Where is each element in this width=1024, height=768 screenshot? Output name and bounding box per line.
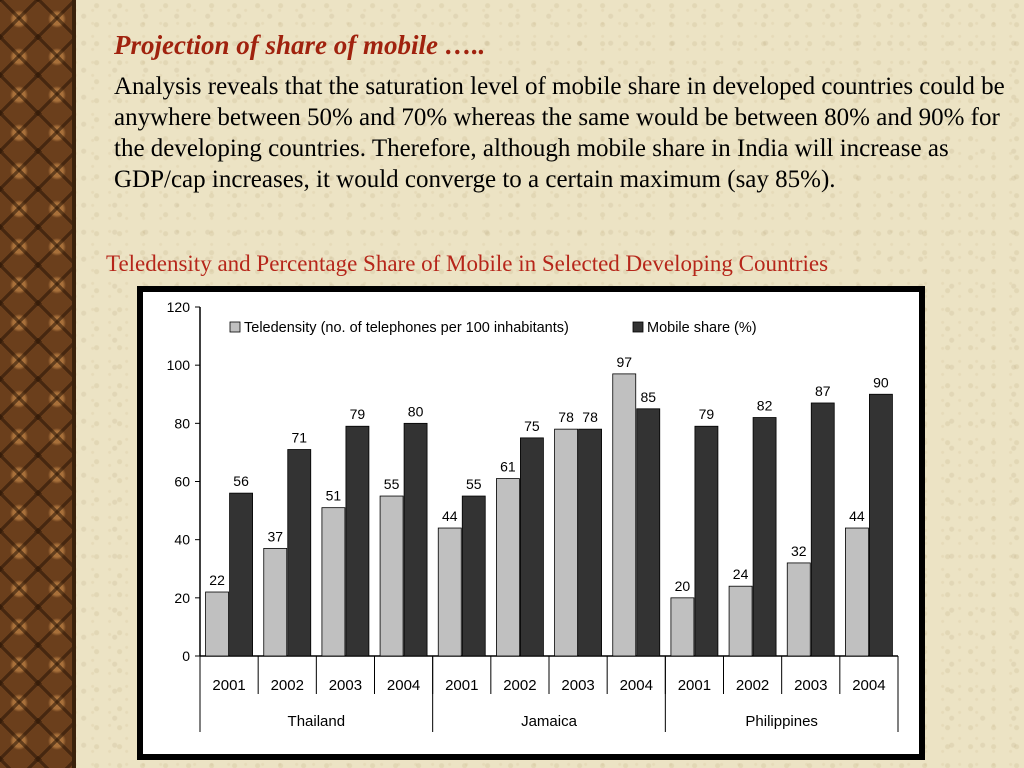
bar-value-label: 79 (699, 406, 715, 422)
x-tick-label: 2002 (736, 677, 769, 694)
y-tick-label: 100 (167, 357, 191, 373)
legend-label: Teledensity (no. of telephones per 100 i… (244, 320, 569, 336)
bar-value-label: 82 (757, 398, 773, 414)
bar (229, 492, 253, 657)
chart-frame: 0 20 40 60 80 100 120 2001 2002 2003 2004 2001 2002 2… (137, 286, 925, 760)
bar-value-label: 22 (209, 572, 225, 588)
bar (752, 417, 777, 657)
bar-value-label: 61 (500, 459, 516, 475)
y-tick-label: 120 (167, 299, 191, 315)
bar (728, 585, 753, 657)
bar-value-label: 20 (675, 578, 691, 594)
bar-value-label: 32 (791, 543, 807, 559)
legend-label: Mobile share (%) (647, 320, 757, 336)
bar (636, 408, 661, 657)
x-tick-label: 2003 (794, 677, 827, 694)
bar (786, 562, 811, 657)
bar (461, 495, 486, 657)
bar (578, 428, 602, 657)
bar-value-label: 79 (350, 406, 366, 422)
group-label: Thailand (288, 713, 346, 730)
bar-value-label: 56 (233, 473, 249, 489)
x-tick-label: 2004 (620, 677, 653, 694)
legend-swatch (229, 321, 241, 333)
bar (496, 478, 520, 657)
bar (263, 547, 288, 657)
x-tick-label: 2003 (561, 677, 594, 694)
bar-value-label: 78 (582, 409, 598, 425)
bar-value-label: 97 (616, 354, 632, 370)
y-tick-label: 60 (174, 474, 190, 490)
bar-value-label: 75 (524, 418, 540, 434)
bar-value-label: 51 (326, 488, 342, 504)
bar (437, 527, 462, 657)
bar (612, 373, 637, 657)
bar (869, 393, 893, 657)
bar (670, 597, 695, 657)
bar (520, 437, 544, 657)
bar-value-label: 44 (442, 508, 458, 524)
bar (287, 449, 312, 657)
bar (810, 402, 835, 657)
decorative-side-strip (0, 0, 76, 768)
bar (694, 425, 719, 657)
bar (403, 422, 428, 657)
bar-value-label: 55 (466, 476, 482, 492)
bar-value-label: 80 (408, 403, 424, 419)
bar-value-label: 44 (849, 508, 865, 524)
y-tick-label: 80 (174, 415, 190, 431)
x-tick-label: 2002 (503, 677, 536, 694)
bar-value-label: 24 (733, 566, 749, 582)
bar-value-label: 71 (291, 430, 307, 446)
x-tick-label: 2001 (212, 677, 245, 694)
slide-body-text: Analysis reveals that the saturation lev… (114, 73, 1005, 193)
y-tick-label: 40 (174, 532, 190, 548)
x-tick-label: 2003 (329, 677, 362, 694)
bar (205, 591, 229, 657)
x-tick-label: 2001 (445, 677, 478, 694)
legend-swatch (632, 321, 644, 333)
x-tick-label: 2004 (387, 677, 420, 694)
group-label: Philippines (745, 713, 818, 730)
bar (345, 425, 370, 657)
group-label: Jamaica (521, 713, 578, 730)
y-tick-label: 20 (174, 590, 190, 606)
bar-value-label: 37 (267, 528, 283, 544)
slide-title: Projection of share of mobile ….. (114, 30, 486, 60)
bar-value-label: 85 (640, 389, 656, 405)
bar (321, 507, 346, 657)
bar (554, 428, 578, 657)
bar-value-label: 90 (873, 374, 889, 390)
x-tick-label: 2004 (852, 677, 885, 694)
bar (845, 527, 869, 657)
bar-value-label: 78 (558, 409, 574, 425)
bar (379, 495, 404, 657)
y-tick-label: 0 (182, 648, 190, 664)
bar-value-label: 87 (815, 383, 831, 399)
bar-chart: 0 20 40 60 80 100 120 2001 2002 2003 2004 2001 2002 2… (143, 292, 919, 754)
x-tick-label: 2001 (678, 677, 711, 694)
x-tick-label: 2002 (271, 677, 304, 694)
bar-value-label: 55 (384, 476, 400, 492)
chart-caption: Teledensity and Percentage Share of Mobi… (106, 251, 829, 276)
